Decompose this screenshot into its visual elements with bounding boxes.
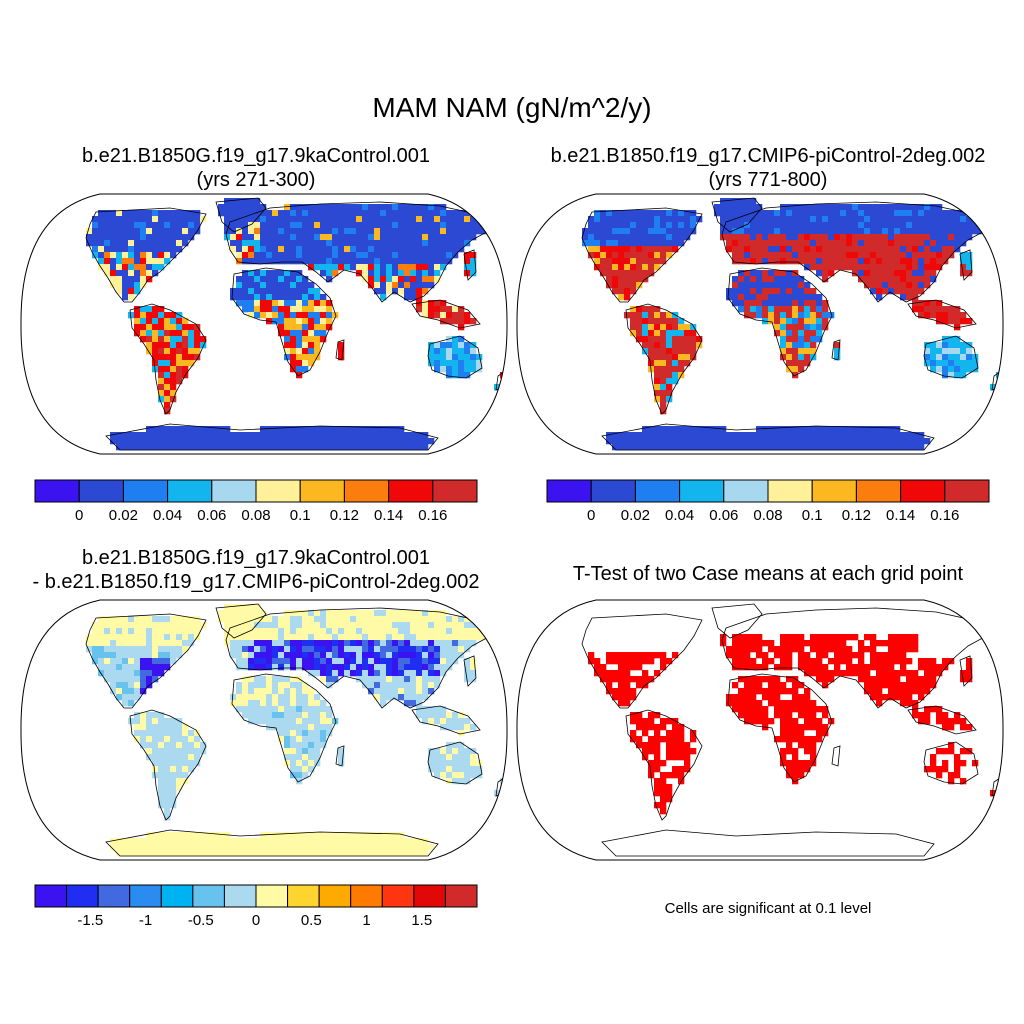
panel-case1-title-line1: b.e21.B1850G.f19_g17.9kaControl.001 (81, 145, 431, 167)
coastlines (85, 197, 505, 451)
colorbar-swatch (432, 479, 478, 503)
map-ttest (516, 598, 1004, 862)
colorbar-tick-label: 0.1 (289, 507, 311, 524)
colorbar-tick-label: 0.06 (197, 507, 227, 524)
colorbar-tick-label: 0.04 (152, 507, 183, 524)
colorbar-tick-label: -1 (138, 912, 153, 929)
map-border (516, 599, 1004, 861)
colorbar-tick-label: 0.12 (329, 507, 359, 524)
coastlines (581, 603, 1001, 857)
colorbar-tick-label: 1 (362, 912, 371, 929)
colorbar-case2: 0 0.02 0.04 0.06 0.08 0.1 0.12 0.14 0.16 (546, 479, 990, 529)
coastlines (581, 197, 1001, 451)
colorbar-tick-label: 0.14 (885, 507, 916, 524)
colorbar-tick-label: -0.5 (187, 912, 214, 929)
colorbar-tick-label: 0.08 (241, 507, 271, 524)
panel-diff-title-line1: b.e21.B1850G.f19_g17.9kaControl.001 (81, 547, 431, 569)
figure-title: MAM NAM (gN/m^2/y) (372, 92, 652, 123)
coastlines (85, 603, 505, 857)
colorbar-tick-label: 0 (75, 507, 84, 524)
colorbar-tick-label: 0.1 (801, 507, 823, 524)
colorbar-difference: -1.5 -1 -0.5 0 0.5 1 1.5 (34, 884, 478, 934)
colorbar-tick-label: 1.5 (411, 912, 433, 929)
panel-case1-title-line2: (yrs 271-300) (196, 169, 316, 191)
colorbar-tick-label: 0.14 (373, 507, 404, 524)
colorbar-case1: 0 0.02 0.04 0.06 0.08 0.1 0.12 0.14 0.16 (34, 479, 478, 529)
colorbar-tick-label: 0 (251, 912, 261, 929)
panel-case2-title-line2: (yrs 771-800) (708, 169, 828, 191)
map-border (516, 193, 1004, 455)
map-border (20, 599, 508, 861)
colorbar-swatch (444, 884, 478, 908)
colorbar-tick-label: 0.08 (753, 507, 783, 524)
panel-ttest-title: T-Test of two Case means at each grid po… (512, 562, 1024, 586)
colorbar-tick-label: 0.5 (300, 912, 322, 929)
panel-diff-title: b.e21.B1850G.f19_g17.9kaControl.001 - b.… (0, 546, 518, 594)
panel-case2-title: b.e21.B1850.f19_g17.CMIP6-piControl-2deg… (512, 144, 1024, 192)
colorbar-tick-label: 0.02 (620, 507, 650, 524)
colorbar-tick-label: 0.16 (930, 507, 960, 524)
map-case1 (20, 192, 508, 456)
colorbar-tick-label: 0.16 (418, 507, 448, 524)
map-cells (86, 604, 507, 857)
map-border (20, 193, 508, 455)
panel-case2-title-line1: b.e21.B1850.f19_g17.CMIP6-piControl-2deg… (550, 145, 986, 167)
colorbar-tick-label: 0.12 (841, 507, 871, 524)
map-cells (86, 198, 507, 451)
colorbar-tick-label: -1.5 (77, 912, 104, 929)
map-difference (20, 598, 508, 862)
significance-note: Cells are significant at 0.1 level (664, 900, 872, 917)
colorbar-tick-label: 0.02 (108, 507, 138, 524)
colorbar-tick-label: 0 (587, 507, 596, 524)
colorbar-tick-label: 0.04 (664, 507, 695, 524)
map-case2 (516, 192, 1004, 456)
panel-diff-title-line2: - b.e21.B1850.f19_g17.CMIP6-piControl-2d… (32, 571, 480, 593)
colorbar-tick-label: 0.06 (709, 507, 739, 524)
panel-ttest-title-line1: T-Test of two Case means at each grid po… (572, 563, 964, 585)
panel-case1-title: b.e21.B1850G.f19_g17.9kaControl.001 (yrs… (0, 144, 512, 192)
colorbar-swatch (944, 479, 990, 503)
map-cells (582, 198, 1003, 451)
